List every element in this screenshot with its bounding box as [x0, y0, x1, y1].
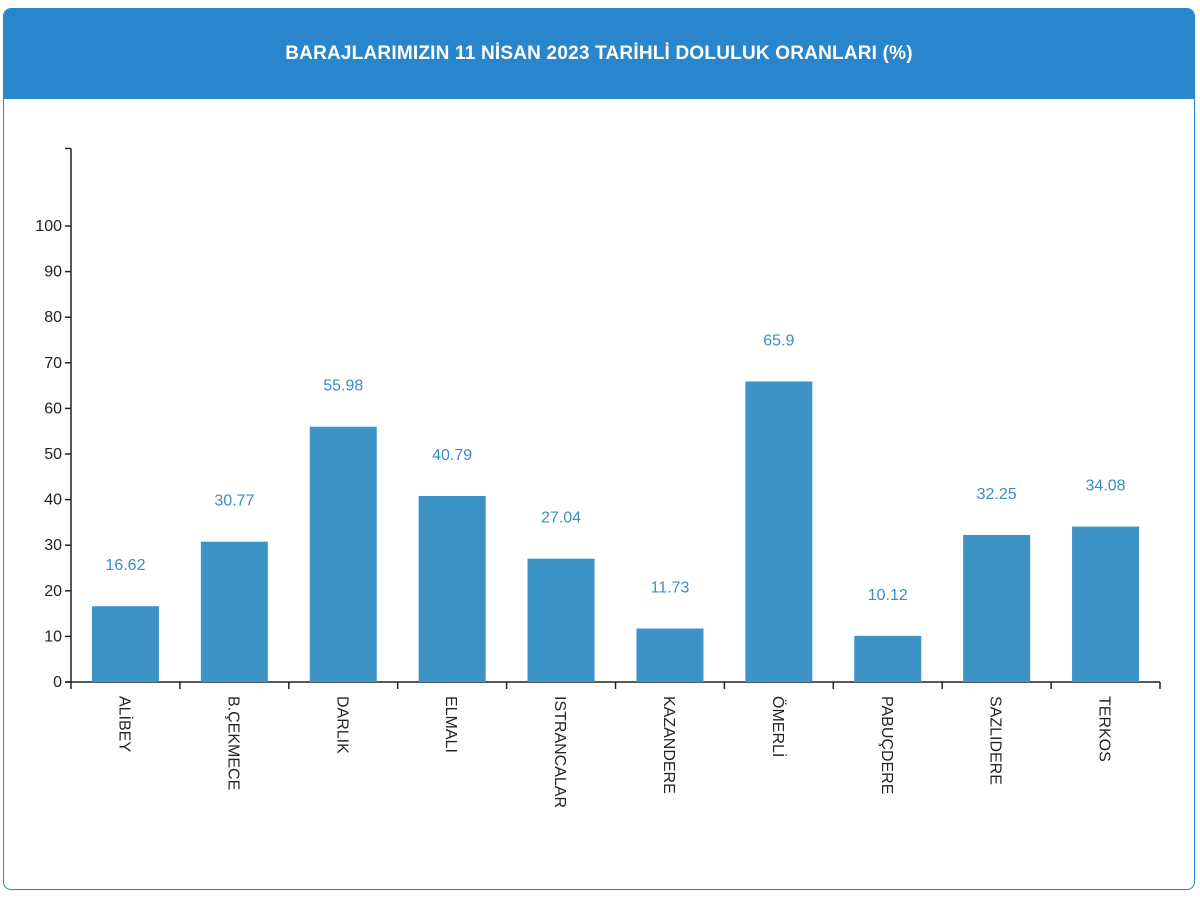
chart-panel: BARAJLARIMIZIN 11 NİSAN 2023 TARİHLİ DOL…: [3, 8, 1195, 890]
bar: [1072, 526, 1140, 682]
y-tick-label: 50: [44, 446, 62, 463]
bar: [200, 541, 268, 682]
value-label: 10.12: [868, 587, 908, 604]
y-tick-label: 20: [44, 583, 62, 600]
bar: [963, 534, 1031, 682]
category-label: SAZLIDERE: [987, 696, 1004, 785]
y-tick-label: 90: [44, 264, 62, 281]
chart-category-labels: ALİBEY B.ÇEKMECE DARLIK ELMALI ISTRANCALAR KA…: [115, 696, 1112, 808]
bar: [91, 606, 159, 682]
category-label: TERKOS: [1096, 696, 1113, 762]
chart-header: BARAJLARIMIZIN 11 NİSAN 2023 TARİHLİ DOL…: [4, 9, 1194, 99]
bar: [309, 426, 377, 682]
bar: [854, 635, 922, 682]
y-tick-label: 80: [44, 309, 62, 326]
y-tick-label: 100: [35, 218, 62, 235]
category-label: ALİBEY: [115, 696, 134, 752]
category-label: KAZANDERE: [660, 696, 677, 794]
value-label: 11.73: [651, 580, 690, 597]
bar: [418, 495, 486, 682]
value-label: 40.79: [432, 447, 472, 464]
value-label: 65.9: [763, 332, 794, 349]
y-tick-label: 10: [44, 628, 62, 645]
y-tick-label: 70: [44, 355, 62, 372]
category-label: DARLIK: [333, 696, 350, 754]
bar: [527, 558, 595, 682]
y-tick-label: 40: [44, 492, 62, 509]
category-label: B.ÇEKMECE: [224, 696, 241, 790]
category-label: ELMALI: [442, 696, 459, 753]
category-label: PABUÇDERE: [878, 696, 895, 794]
value-label: 30.77: [214, 493, 254, 510]
value-label: 16.62: [105, 557, 145, 574]
category-label: ÖMERLİ: [769, 696, 788, 757]
value-label: 55.98: [323, 378, 363, 395]
y-tick-label: 30: [44, 537, 62, 554]
value-label: 32.25: [977, 486, 1017, 503]
chart-title: BARAJLARIMIZIN 11 NİSAN 2023 TARİHLİ DOL…: [285, 43, 913, 64]
category-label: ISTRANCALAR: [551, 696, 568, 808]
y-tick-label: 60: [44, 400, 62, 417]
bar: [636, 628, 704, 682]
chart-bars: [91, 381, 1140, 682]
value-label: 34.08: [1086, 478, 1126, 495]
y-tick-label: 0: [53, 674, 62, 691]
value-label: 27.04: [541, 510, 581, 527]
chart-value-labels: 16.62 30.77 55.98 40.79 27.04 11.73 65.9 10.12 3…: [105, 332, 1125, 603]
bar: [745, 381, 813, 682]
